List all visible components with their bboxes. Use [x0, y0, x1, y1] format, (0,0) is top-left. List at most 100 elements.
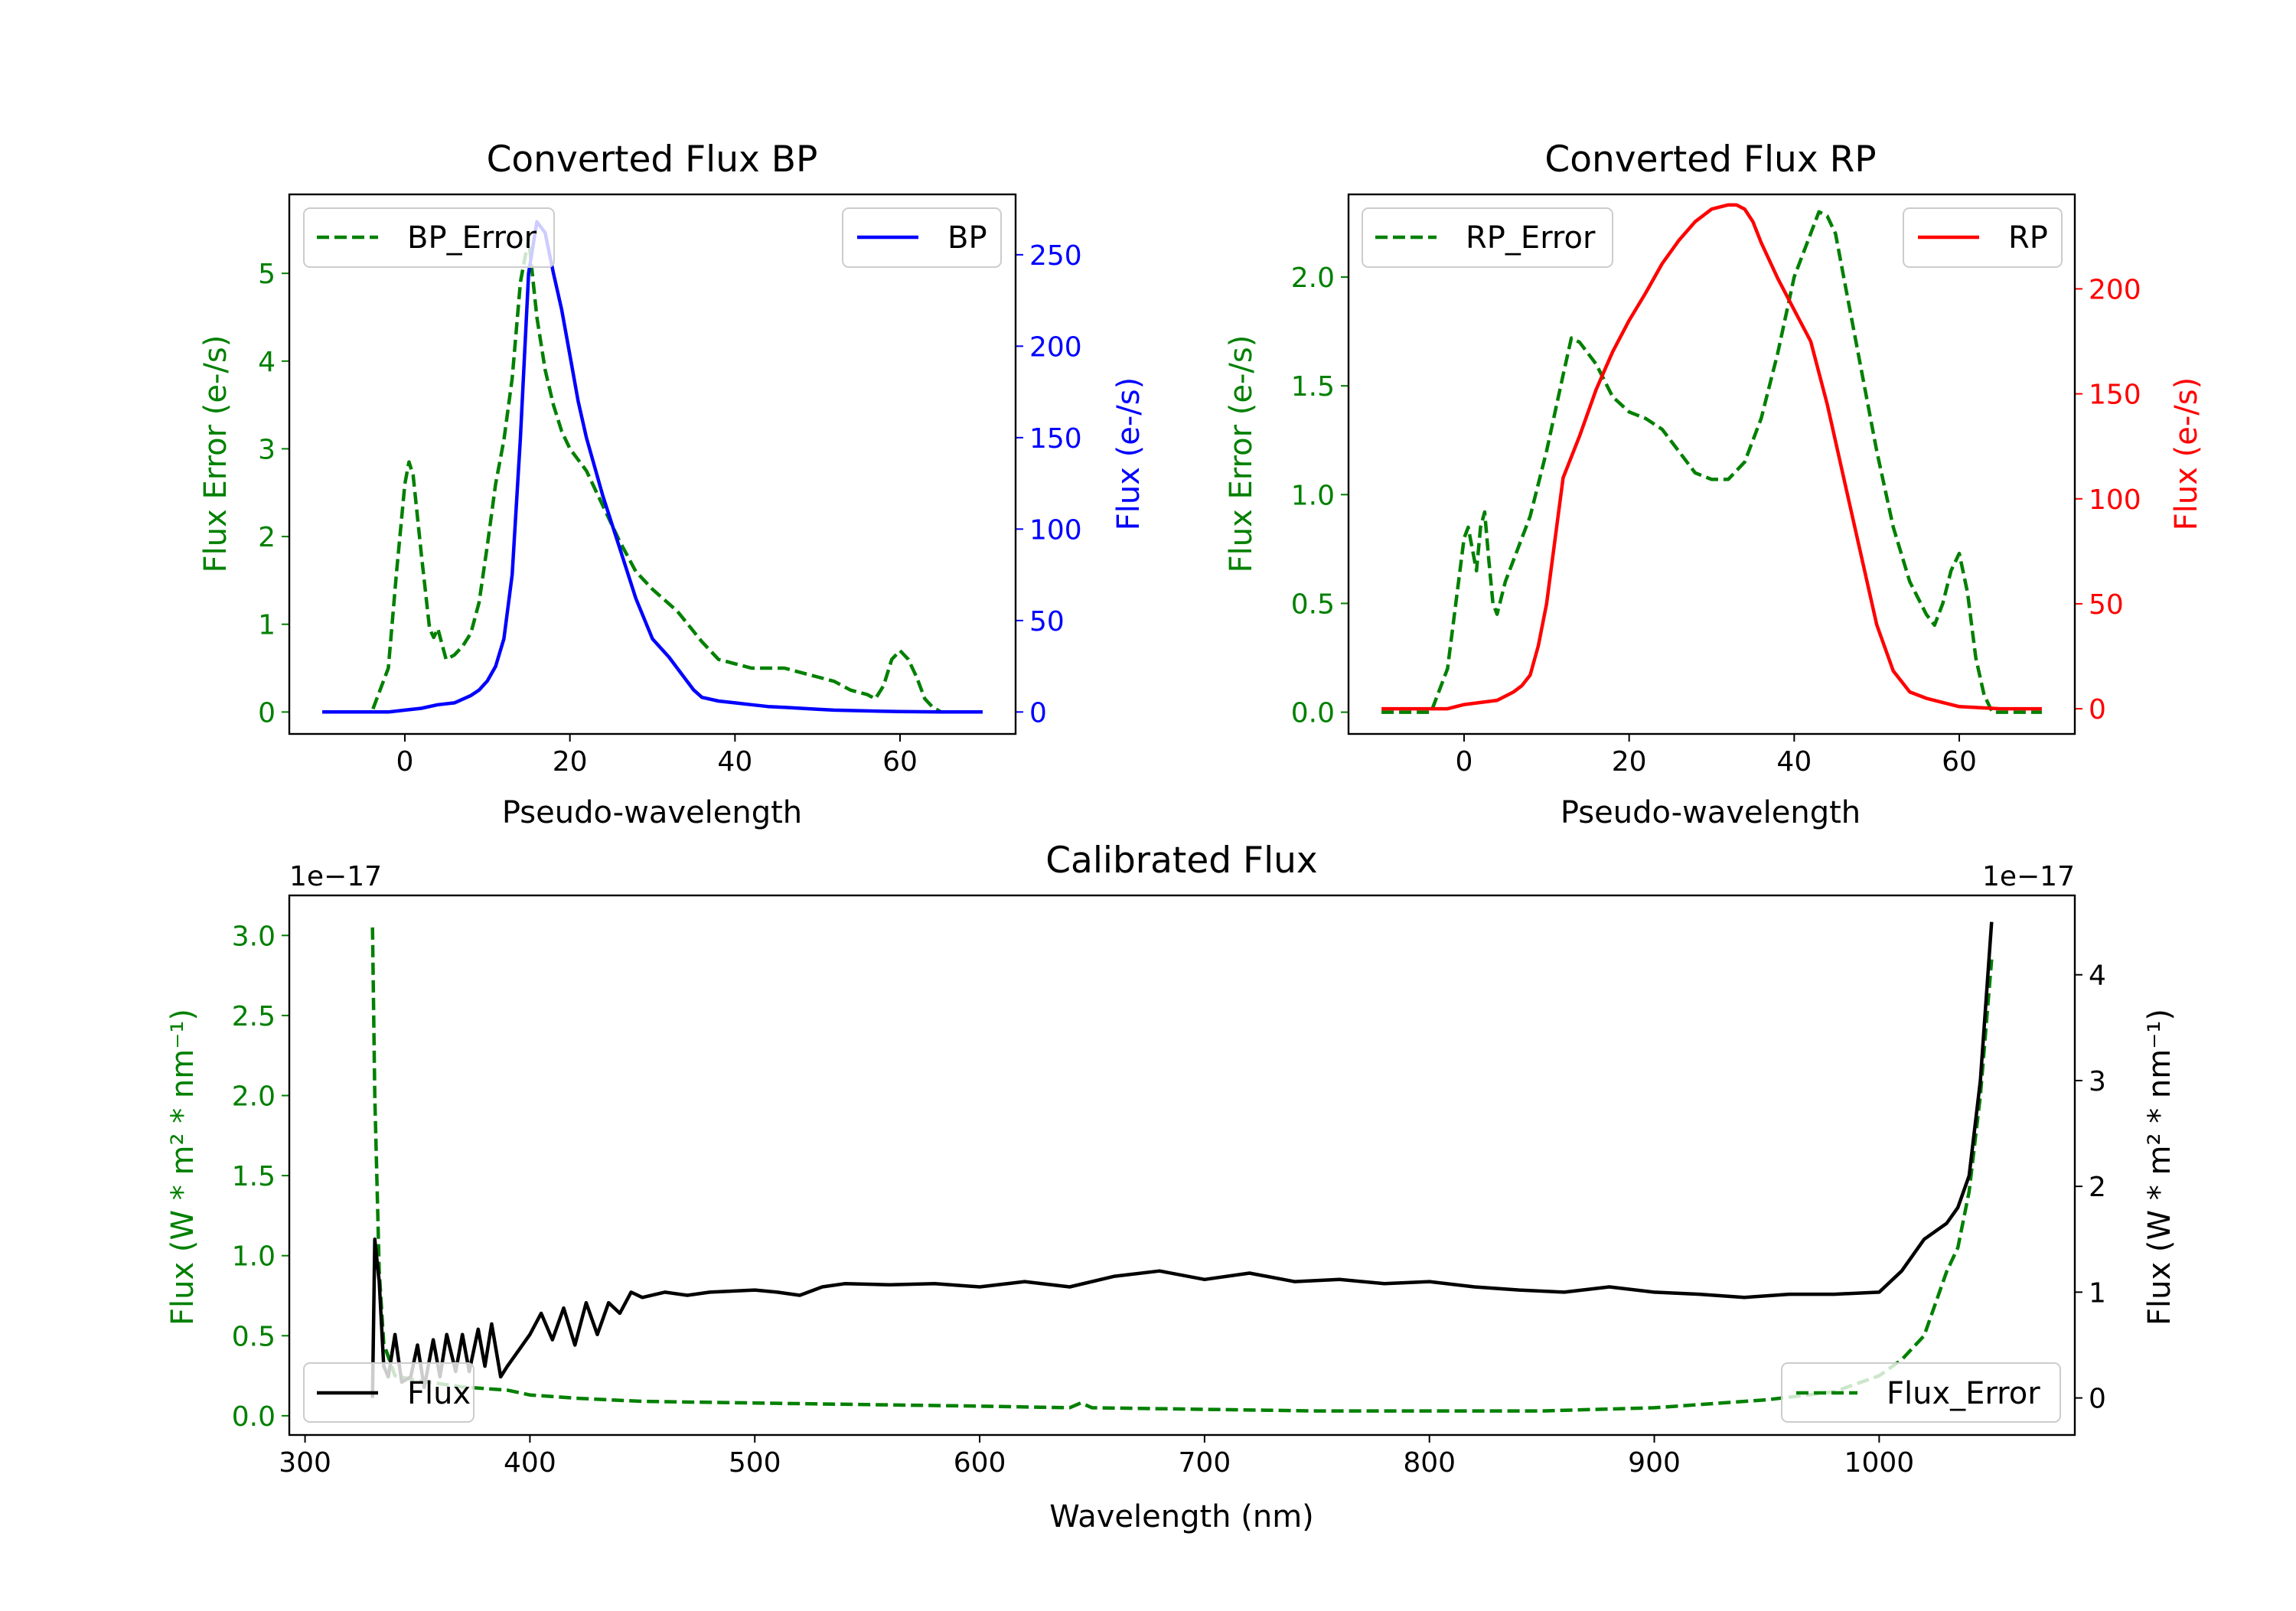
cal-offset-right: 1e−17 [1982, 861, 2075, 892]
cal-x-tick-label: 800 [1403, 1447, 1456, 1479]
bp-y-right-tick-label: 150 [1029, 423, 1082, 455]
cal-y-right-ticks: 0 1 2 3 4 [2075, 960, 2106, 1415]
bp-axes-frame [288, 193, 1017, 735]
rp-legend-error-box [1362, 207, 1613, 268]
bp-panel: Converted Flux BP Pseudo-wavelength Flux… [198, 139, 1146, 830]
bp-legend-error-label: BP_Error [407, 220, 537, 256]
rp-panel: Converted Flux RP Pseudo-wavelength Flux… [1224, 139, 2204, 830]
bp-y-right-tick-label: 200 [1029, 331, 1082, 363]
bp-series-bp [322, 220, 983, 714]
bp-x-tick-label: 20 [553, 746, 588, 778]
bp-y-right-tick-label: 50 [1029, 606, 1065, 638]
bp-legend-flux-label: BP [947, 220, 987, 256]
rp-y-left-ticks: 0.0 0.5 1.0 1.5 2.0 [1291, 263, 1349, 729]
cal-y-left-tick-label: 2.0 [232, 1081, 276, 1112]
cal-y-right-tick-label: 2 [2089, 1172, 2106, 1203]
cal-series-flux-error [370, 927, 1994, 1413]
rp-y-right-tick-label: 0 [2089, 694, 2106, 726]
cal-y-right-label: Flux (W * m² * nm⁻¹) [2142, 1009, 2177, 1326]
bp-y-left-ticks: 0 1 2 3 4 5 [258, 259, 289, 729]
bp-legend-error: BP_Error [303, 207, 555, 268]
rp-series-layer [1381, 203, 2042, 714]
bp-legend-flux-box [842, 207, 1002, 268]
bp-y-right-tick-label: 0 [1029, 697, 1047, 729]
cal-x-tick-label: 600 [954, 1447, 1006, 1479]
bp-x-tick-label: 0 [396, 746, 414, 778]
cal-legend-flux: Flux [303, 1362, 475, 1423]
cal-x-tick-label: 1000 [1844, 1447, 1915, 1479]
rp-y-left-tick-label: 0.0 [1291, 698, 1335, 729]
rp-x-axis-label: Pseudo-wavelength [1561, 795, 1861, 830]
bp-title: Converted Flux BP [487, 139, 818, 181]
cal-legend-error-label: Flux_Error [1887, 1376, 2040, 1411]
cal-series-flux [370, 921, 1994, 1398]
cal-y-left-tick-label: 3.0 [232, 921, 276, 952]
bp-y-right-tick-label: 100 [1029, 514, 1082, 546]
bp-y-left-tick-label: 1 [258, 610, 276, 641]
rp-title: Converted Flux RP [1544, 139, 1876, 181]
bp-x-ticks: 0 20 40 60 [396, 734, 918, 778]
rp-x-ticks: 0 20 40 60 [1456, 734, 1977, 778]
bp-x-axis-label: Pseudo-wavelength [502, 795, 802, 830]
bp-y-left-tick-label: 5 [258, 259, 276, 290]
rp-legend-error: RP_Error [1362, 207, 1613, 268]
cal-legend-flux-label: Flux [407, 1376, 471, 1411]
cal-y-left-tick-label: 0.0 [232, 1401, 276, 1433]
cal-legend-error-box [1781, 1362, 2061, 1423]
rp-legend-flux: RP [1903, 207, 2063, 268]
rp-x-tick-label: 0 [1456, 746, 1473, 778]
cal-x-tick-label: 400 [504, 1447, 556, 1479]
rp-legend-error-label: RP_Error [1466, 220, 1596, 256]
cal-legend-flux-box [303, 1362, 475, 1423]
cal-y-right-tick-label: 4 [2089, 960, 2106, 992]
cal-y-right-tick-label: 0 [2089, 1384, 2106, 1415]
bp-y-left-tick-label: 3 [258, 434, 276, 465]
cal-y-left-ticks: 0.0 0.5 1.0 1.5 2.0 2.5 3.0 [232, 921, 289, 1433]
cal-x-tick-label: 700 [1179, 1447, 1231, 1479]
rp-y-left-tick-label: 2.0 [1291, 263, 1335, 294]
bp-y-left-tick-label: 4 [258, 347, 276, 378]
bp-y-right-ticks: 0 50 100 150 200 250 [1016, 240, 1082, 729]
cal-x-tick-label: 900 [1628, 1447, 1681, 1479]
cal-x-axis-label: Wavelength (nm) [1049, 1499, 1314, 1534]
bp-series-bp-error [322, 236, 983, 714]
rp-y-right-label: Flux (e-/s) [2169, 377, 2204, 530]
cal-y-left-tick-label: 1.0 [232, 1241, 276, 1273]
bp-y-right-label: Flux (e-/s) [1111, 377, 1146, 530]
cal-panel: Calibrated Flux Wavelength (nm) 1e−17 1e… [165, 840, 2177, 1534]
cal-series-layer [370, 921, 1994, 1413]
cal-y-left-tick-label: 1.5 [232, 1161, 276, 1192]
cal-y-right-tick-label: 3 [2089, 1066, 2106, 1097]
bp-y-left-tick-label: 0 [258, 697, 276, 729]
rp-axes-frame [1347, 193, 2076, 735]
rp-y-right-tick-label: 150 [2089, 380, 2141, 411]
rp-y-left-tick-label: 1.0 [1291, 480, 1335, 511]
bp-y-left-label: Flux Error (e-/s) [198, 335, 233, 573]
cal-offset-left: 1e−17 [289, 861, 382, 892]
rp-series-rp [1381, 203, 2042, 711]
bp-y-left-tick-label: 2 [258, 522, 276, 553]
cal-x-tick-label: 300 [279, 1447, 331, 1479]
bp-legend-flux: BP [842, 207, 1002, 268]
rp-y-left-tick-label: 0.5 [1291, 589, 1335, 620]
bp-x-tick-label: 60 [882, 746, 918, 778]
rp-x-tick-label: 60 [1942, 746, 1977, 778]
rp-legend-flux-label: RP [2008, 220, 2048, 256]
rp-series-rp-error [1381, 210, 2042, 714]
cal-axes-frame [288, 894, 2076, 1437]
bp-x-tick-label: 40 [717, 746, 752, 778]
cal-y-right-tick-label: 1 [2089, 1277, 2106, 1309]
rp-y-right-tick-label: 100 [2089, 484, 2141, 516]
cal-x-ticks: 300 400 500 600 700 800 900 1000 [279, 1435, 1914, 1479]
rp-x-tick-label: 40 [1776, 746, 1812, 778]
rp-y-left-tick-label: 1.5 [1291, 371, 1335, 403]
rp-y-right-tick-label: 50 [2089, 589, 2124, 621]
rp-x-tick-label: 20 [1612, 746, 1647, 778]
bp-series-layer [322, 220, 983, 714]
cal-legend-error: Flux_Error [1781, 1362, 2061, 1423]
rp-y-left-label: Flux Error (e-/s) [1224, 335, 1259, 573]
rp-legend-flux-box [1903, 207, 2063, 268]
cal-y-left-label: Flux (W * m² * nm⁻¹) [165, 1009, 201, 1326]
rp-y-right-ticks: 0 50 100 150 200 [2075, 274, 2141, 726]
